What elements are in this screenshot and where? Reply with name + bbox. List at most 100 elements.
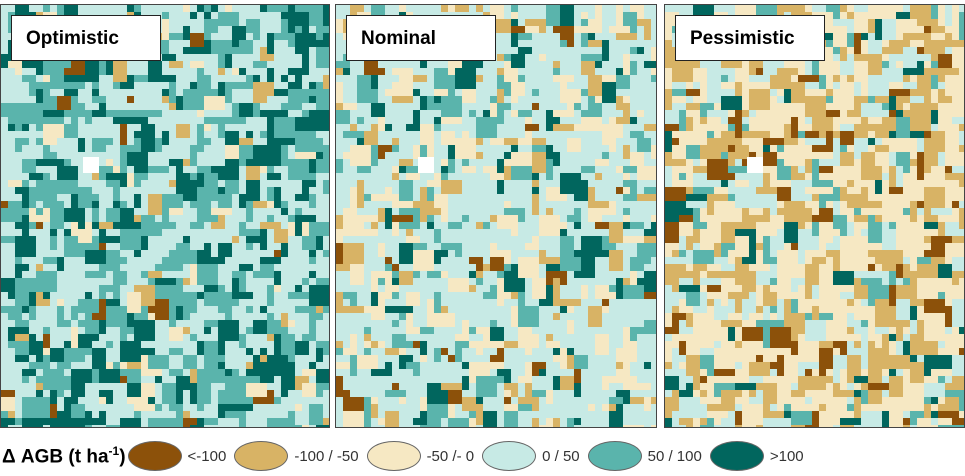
map-patch [441, 145, 448, 159]
map-patch [323, 250, 329, 257]
map-patch [455, 68, 476, 89]
map-patch [546, 208, 553, 215]
map-patch [162, 19, 169, 40]
map-patch [50, 383, 57, 404]
map-patch [85, 285, 92, 306]
map-patch [239, 278, 246, 285]
map-patch [106, 138, 113, 145]
map-patch [1, 187, 15, 194]
map-patch [106, 411, 113, 418]
map-patch [357, 369, 364, 390]
map-patch [539, 215, 560, 236]
map-patch [364, 341, 371, 348]
map-patch [455, 292, 462, 306]
map-patch [448, 5, 455, 12]
map-patch [518, 96, 532, 110]
map-patch [1, 278, 15, 292]
map-patch [113, 145, 120, 166]
map-patch [1, 131, 22, 138]
map-patch [204, 110, 211, 117]
map-patch [483, 362, 504, 369]
map-patch [323, 145, 329, 159]
map-patch [71, 369, 92, 383]
map-patch [50, 327, 64, 348]
map-patch [323, 5, 329, 26]
map-patch [378, 131, 392, 145]
map-patch [609, 411, 623, 427]
map-patch [260, 180, 281, 187]
map-patch [253, 26, 260, 40]
map-patch [239, 103, 253, 117]
map-patch [99, 313, 106, 334]
map-patch [29, 187, 36, 208]
map-patch [350, 61, 357, 75]
map-patch [462, 222, 469, 236]
map-patch [197, 376, 211, 397]
map-patch [609, 47, 623, 68]
map-patch [218, 138, 225, 152]
map-patch [295, 180, 316, 187]
map-patch [525, 61, 539, 82]
map-patch [267, 229, 274, 243]
map-patch [15, 138, 29, 145]
map-patch [148, 61, 162, 75]
map-patch [50, 362, 57, 369]
map-patch [162, 208, 169, 229]
map-patch [399, 236, 420, 243]
map-patch [574, 306, 581, 327]
map-patch [371, 376, 378, 390]
map-patch [357, 271, 364, 292]
map-patch [134, 320, 155, 341]
map-patch [64, 257, 85, 278]
map-patch [239, 320, 246, 334]
map-patch [364, 397, 371, 418]
map-patch [371, 194, 385, 201]
map-patch [644, 418, 651, 425]
map-patch [504, 411, 518, 427]
map-patch [8, 180, 22, 187]
map-patch [106, 306, 120, 320]
map-patch [427, 341, 434, 362]
map-patch [169, 250, 183, 271]
map-patch [120, 320, 141, 327]
map-patch [239, 68, 246, 75]
map-patch [1, 236, 22, 243]
map-patch [497, 320, 511, 327]
map-patch [106, 348, 120, 362]
map-patch [364, 285, 371, 306]
map-patch [532, 145, 539, 152]
map-patch [246, 201, 253, 222]
map-patch [420, 124, 434, 145]
map-patch [113, 334, 120, 348]
map-patch [651, 425, 656, 427]
map-patch [616, 236, 623, 257]
map-patch [511, 138, 518, 159]
map-patch [253, 145, 274, 166]
map-patch [309, 404, 323, 425]
map-patch [204, 229, 211, 236]
map-patch [532, 138, 546, 145]
map-patch [169, 208, 183, 215]
map-patch [511, 54, 525, 68]
map-patch [316, 229, 329, 236]
map-patch [176, 383, 183, 404]
map-patch [707, 264, 728, 271]
map-patch [85, 110, 92, 131]
map-patch [546, 418, 553, 427]
map-patch [190, 124, 197, 145]
map-patch [204, 54, 218, 61]
map-patch [302, 12, 309, 33]
map-patch [581, 320, 588, 341]
map-patch [190, 264, 197, 285]
map-patch [232, 278, 239, 292]
map-patch [29, 5, 43, 12]
map-patch [546, 264, 560, 271]
map-patch [155, 278, 176, 285]
map-patch [644, 278, 656, 292]
map-patch [364, 257, 385, 271]
map-patch [71, 327, 78, 348]
map-patch [260, 236, 267, 250]
map-patch [15, 411, 22, 418]
map-patch [616, 33, 637, 40]
map-patch [420, 222, 427, 243]
